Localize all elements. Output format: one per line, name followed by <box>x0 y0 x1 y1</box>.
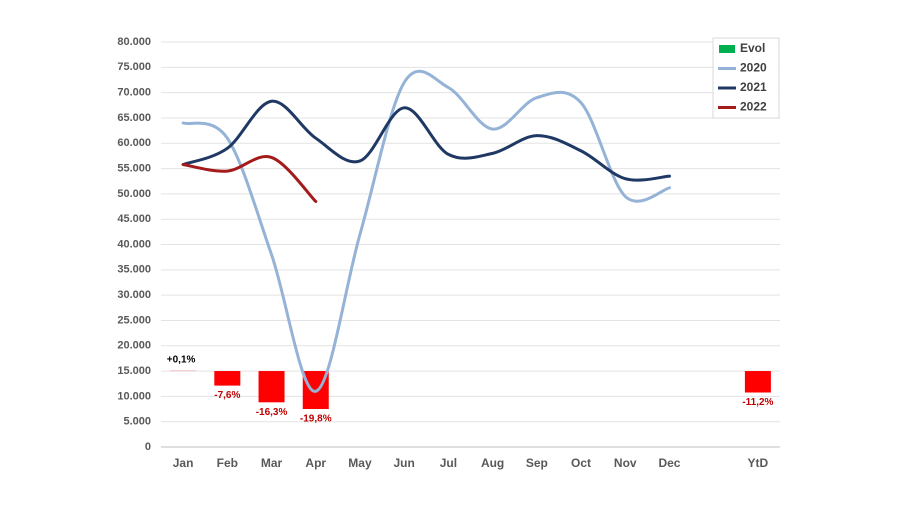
y-tick-label: 15.000 <box>117 365 151 377</box>
x-tick-label: YtD <box>748 456 769 470</box>
bar <box>258 371 285 403</box>
x-tick-label: Jan <box>173 456 194 470</box>
x-tick-label: May <box>348 456 372 470</box>
bar <box>214 371 241 386</box>
x-tick-label: Sep <box>526 456 548 470</box>
legend-label: 2021 <box>740 80 767 94</box>
x-tick-label: Aug <box>481 456 504 470</box>
y-tick-label: 10.000 <box>117 390 151 402</box>
x-tick-label: Jun <box>394 456 415 470</box>
x-tick-label: Feb <box>217 456 238 470</box>
line <box>181 69 671 393</box>
y-tick-label: 65.000 <box>117 112 151 124</box>
bar <box>744 371 771 393</box>
y-tick-label: 70.000 <box>117 87 151 99</box>
y-tick-label: 45.000 <box>117 213 151 225</box>
y-tick-label: 5.000 <box>123 416 151 428</box>
x-tick-label: Nov <box>614 456 637 470</box>
x-tick-label: Mar <box>261 456 283 470</box>
y-tick-label: 40.000 <box>117 238 151 250</box>
line <box>181 155 318 203</box>
y-tick-label: 0 <box>145 441 151 453</box>
y-tick-label: 55.000 <box>117 162 151 174</box>
y-tick-label: 30.000 <box>117 289 151 301</box>
y-tick-label: 50.000 <box>117 188 151 200</box>
legend-swatch <box>719 45 735 53</box>
y-tick-label: 80.000 <box>117 36 151 48</box>
data-label: -7,6% <box>214 390 240 401</box>
x-tick-label: Apr <box>305 456 326 470</box>
line <box>181 99 671 182</box>
data-label: -11,2% <box>742 397 773 408</box>
y-tick-label: 20.000 <box>117 340 151 352</box>
data-label: -16,3% <box>256 407 288 418</box>
x-tick-label: Jul <box>440 456 457 470</box>
x-tick-label: Dec <box>658 456 680 470</box>
data-label: -19,8% <box>300 414 332 425</box>
y-tick-label: 25.000 <box>117 314 151 326</box>
legend-label: Evol <box>740 41 765 55</box>
y-tick-label: 60.000 <box>117 137 151 149</box>
legend-label: 2020 <box>740 61 767 75</box>
y-tick-label: 35.000 <box>117 264 151 276</box>
x-tick-label: Oct <box>571 456 591 470</box>
legend-label: 2022 <box>740 100 767 114</box>
y-tick-label: 75.000 <box>117 61 151 73</box>
data-label: +0,1% <box>167 355 196 366</box>
